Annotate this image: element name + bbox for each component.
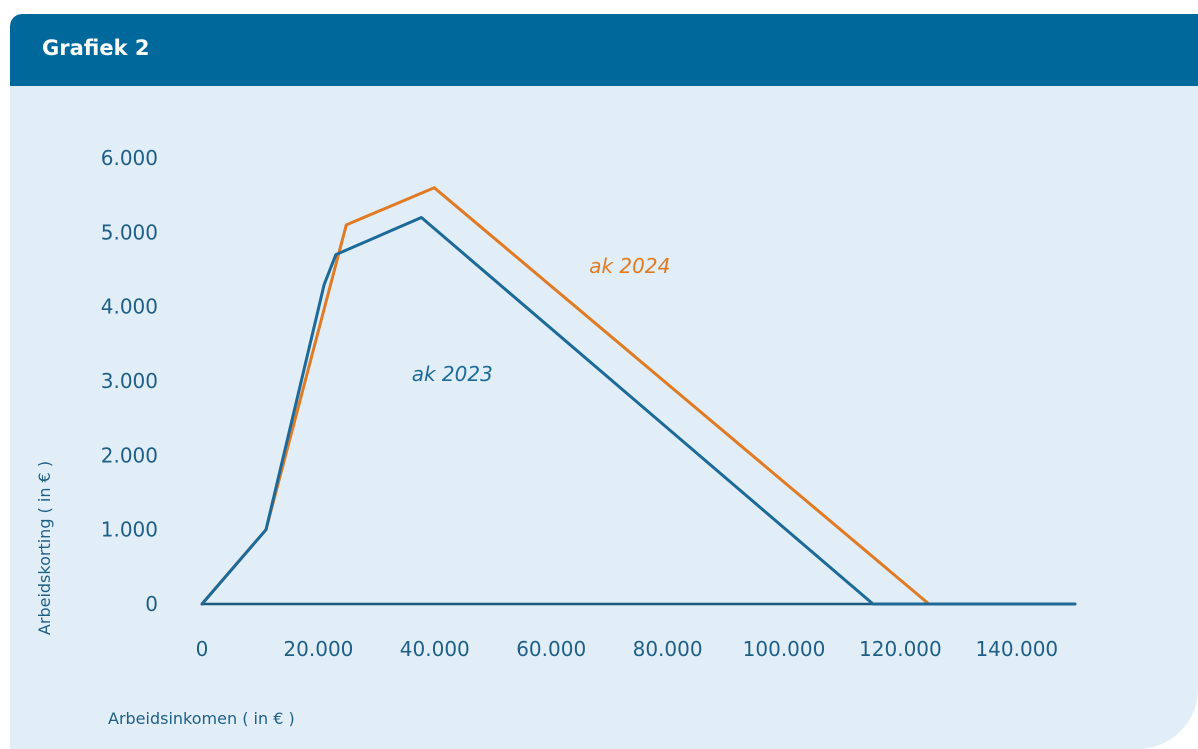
y-tick-label: 0	[145, 592, 158, 616]
y-tick-label: 5.000	[101, 220, 158, 244]
y-tick-label: 1.000	[101, 518, 158, 542]
x-tick-label: 100.000	[743, 637, 826, 661]
y-tick-label: 4.000	[101, 295, 158, 319]
y-tick-label: 2.000	[101, 443, 158, 467]
y-tick-label: 6.000	[101, 146, 158, 170]
x-tick-label: 120.000	[859, 637, 942, 661]
chart-header: Grafiek 2	[10, 14, 1198, 86]
series-line-ak-2023	[200, 216, 1077, 606]
series-label-ak-2023: ak 2023	[412, 362, 493, 386]
series-label-ak-2024: ak 2024	[589, 254, 670, 278]
x-tick-label: 40.000	[400, 637, 470, 661]
x-tick-label: 60.000	[516, 637, 586, 661]
x-tick-label: 20.000	[283, 637, 353, 661]
x-axis-title: Arbeidsinkomen ( in € )	[108, 709, 295, 728]
series-line-ak-2024	[200, 186, 1077, 606]
chart-title: Grafiek 2	[42, 36, 150, 60]
chart-card: Grafiek 2	[10, 14, 1198, 749]
x-tick-label: 0	[196, 637, 209, 661]
y-axis-title: Arbeidskorting ( in € )	[35, 461, 54, 635]
y-tick-label: 3.000	[101, 369, 158, 393]
x-tick-label: 80.000	[633, 637, 703, 661]
x-tick-label: 140.000	[975, 637, 1058, 661]
